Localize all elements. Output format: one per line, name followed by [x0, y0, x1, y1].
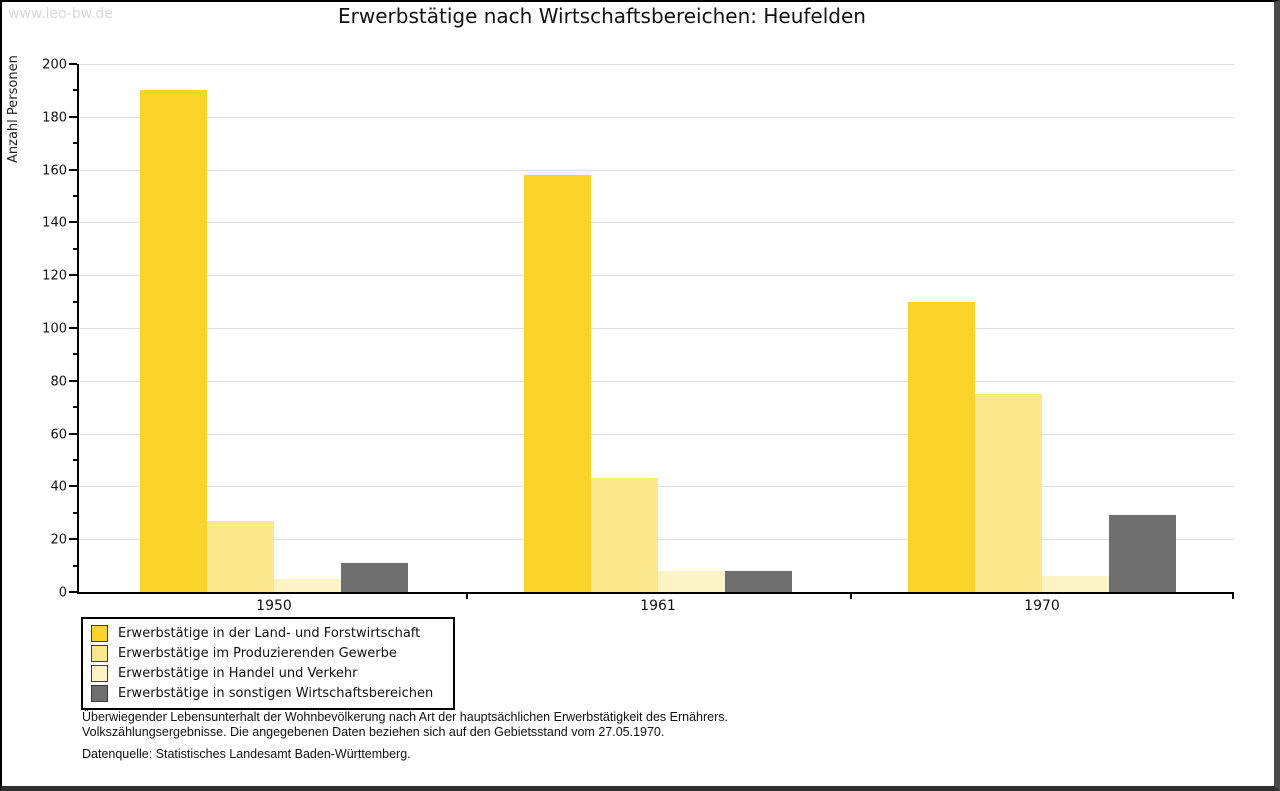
gridline-180 [79, 117, 1234, 118]
y-tick-label-60: 60 [50, 427, 67, 443]
bar-1950-series-3 [274, 579, 341, 592]
gridline-80 [79, 381, 1234, 382]
y-tick-label-40: 40 [50, 479, 67, 495]
legend-label: Erwerbstätige im Produzierenden Gewerbe [118, 645, 397, 661]
y-tick-label-160: 160 [42, 163, 67, 179]
y-major-tick-160 [69, 169, 77, 171]
y-major-tick-100 [69, 327, 77, 329]
y-major-tick-80 [69, 380, 77, 382]
gridline-140 [79, 222, 1234, 223]
bar-1970-series-1 [908, 302, 975, 592]
y-major-tick-140 [69, 221, 77, 223]
y-major-tick-120 [69, 274, 77, 276]
legend-item-3: Erwerbstätige in Handel und Verkehr [83, 663, 453, 683]
y-minor-tick-130 [73, 248, 77, 250]
y-tick-label-100: 100 [42, 321, 67, 337]
bar-1950-series-1 [140, 90, 207, 592]
bar-1961-series-2 [591, 478, 658, 592]
footnote-line-1: Überwiegender Lebensunterhalt der Wohnbe… [82, 710, 728, 724]
y-minor-tick-90 [73, 353, 77, 355]
site-watermark: www.leo-bw.de [8, 6, 113, 22]
legend: Erwerbstätige in der Land- und Forstwirt… [81, 617, 455, 710]
y-major-tick-20 [69, 538, 77, 540]
gridline-60 [79, 434, 1234, 435]
x-axis-end-tick [1232, 594, 1234, 599]
legend-swatch-icon [91, 644, 108, 662]
x-category-label-1950: 1950 [256, 598, 292, 614]
x-boundary-tick-1 [466, 594, 468, 599]
y-major-tick-180 [69, 116, 77, 118]
footnote: Überwiegender Lebensunterhalt der Wohnbe… [82, 710, 728, 762]
bar-1970-series-3 [1042, 576, 1109, 592]
y-minor-tick-10 [73, 565, 77, 567]
legend-swatch-icon [91, 624, 108, 642]
source-line: Datenquelle: Statistisches Landesamt Bad… [82, 747, 411, 761]
legend-item-1: Erwerbstätige in der Land- und Forstwirt… [83, 623, 453, 643]
y-minor-tick-190 [73, 89, 77, 91]
y-tick-label-200: 200 [42, 57, 67, 73]
y-minor-tick-50 [73, 459, 77, 461]
y-tick-label-20: 20 [50, 532, 67, 548]
chart-title: Erwerbstätige nach Wirtschaftsbereichen:… [338, 4, 866, 28]
y-minor-tick-150 [73, 195, 77, 197]
plot-area: 1950 1961 1970 0 20 40 60 80 100 120 140 160 180 200 [2, 2, 1274, 622]
bar-1970-series-4 [1109, 515, 1176, 592]
footnote-line-2: Volkszählungsergebnisse. Die angegebenen… [82, 724, 665, 739]
legend-label: Erwerbstätige in Handel und Verkehr [118, 665, 358, 681]
legend-swatch-icon [91, 664, 108, 682]
y-tick-label-120: 120 [42, 268, 67, 284]
y-major-tick-60 [69, 433, 77, 435]
y-minor-tick-70 [73, 406, 77, 408]
y-minor-tick-30 [73, 512, 77, 514]
bar-1961-series-3 [658, 571, 725, 592]
y-tick-label-80: 80 [50, 374, 67, 390]
y-tick-label-180: 180 [42, 110, 67, 126]
y-tick-label-140: 140 [42, 215, 67, 231]
legend-item-4: Erwerbstätige in sonstigen Wirtschaftsbe… [83, 683, 453, 703]
legend-swatch-icon [91, 684, 108, 702]
gridline-100 [79, 328, 1234, 329]
y-tick-label-0: 0 [58, 585, 67, 601]
y-axis-line [77, 64, 79, 594]
x-boundary-tick-2 [850, 594, 852, 599]
legend-item-2: Erwerbstätige im Produzierenden Gewerbe [83, 643, 453, 663]
gridline-120 [79, 275, 1234, 276]
y-minor-tick-170 [73, 142, 77, 144]
bar-1961-series-4 [725, 571, 792, 592]
gridline-160 [79, 170, 1234, 171]
bar-1970-series-2 [975, 394, 1042, 592]
y-major-tick-0 [69, 591, 77, 593]
y-major-tick-40 [69, 485, 77, 487]
legend-label: Erwerbstätige in der Land- und Forstwirt… [118, 625, 421, 641]
gridline-200 [79, 64, 1234, 65]
x-category-label-1961: 1961 [640, 598, 676, 614]
x-axis-line [77, 592, 1234, 594]
y-minor-tick-110 [73, 301, 77, 303]
bar-1950-series-4 [341, 563, 408, 592]
bar-1961-series-1 [524, 175, 591, 592]
y-major-tick-200 [69, 63, 77, 65]
x-category-label-1970: 1970 [1024, 598, 1060, 614]
legend-label: Erwerbstätige in sonstigen Wirtschaftsbe… [118, 685, 434, 701]
bar-1950-series-2 [207, 521, 274, 592]
